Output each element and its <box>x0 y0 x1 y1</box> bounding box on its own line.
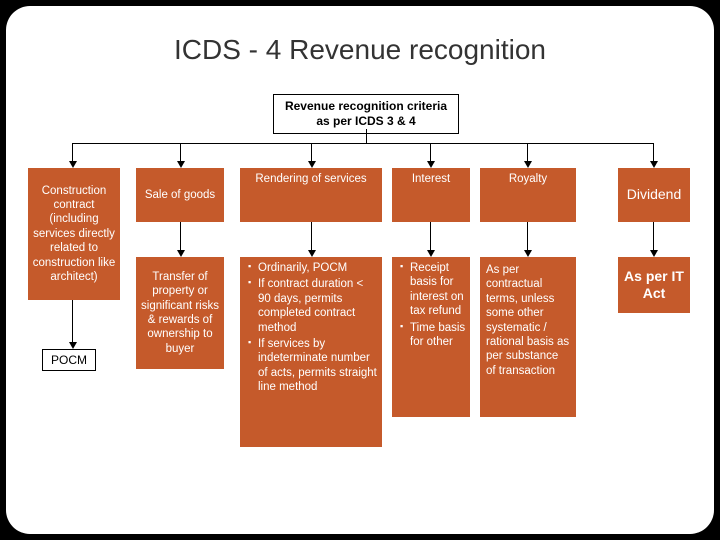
connector <box>311 143 312 163</box>
col1-header-text: Construction contract (including service… <box>32 184 116 285</box>
page-title: ICDS - 4 Revenue recognition <box>6 6 714 80</box>
arrow-icon <box>69 161 77 168</box>
list-item: If contract duration < 90 days, permits … <box>248 277 378 335</box>
connector <box>653 143 654 163</box>
col6-header-text: Dividend <box>627 186 681 204</box>
col6-header: Dividend <box>618 168 690 222</box>
col4-header: Interest <box>392 168 470 222</box>
arrow-icon <box>427 250 435 257</box>
connector <box>311 222 312 252</box>
col6-detail: As per IT Act <box>618 257 690 313</box>
connector <box>366 129 367 143</box>
connector <box>653 222 654 252</box>
col2-header: Sale of goods <box>136 168 224 222</box>
list-item: Ordinarily, POCM <box>248 261 378 275</box>
arrow-icon <box>69 342 77 349</box>
arrow-icon <box>308 250 316 257</box>
connector <box>527 143 528 163</box>
arrow-icon <box>650 161 658 168</box>
arrow-icon <box>650 250 658 257</box>
list-item: If services by indeterminate number of a… <box>248 337 378 395</box>
connector <box>180 143 181 163</box>
connector <box>180 222 181 252</box>
connector <box>430 143 431 163</box>
arrow-icon <box>177 250 185 257</box>
list-item: Time basis for other <box>400 321 466 350</box>
connector <box>72 300 73 344</box>
arrow-icon <box>308 161 316 168</box>
col4-header-text: Interest <box>412 172 450 186</box>
col5-detail: As per contractual terms, unless some ot… <box>480 257 576 417</box>
col4-detail: Receipt basis for interest on tax refund… <box>392 257 470 417</box>
col5-header-text: Royalty <box>509 172 547 186</box>
arrow-icon <box>177 161 185 168</box>
col3-header-text: Rendering of services <box>255 172 366 186</box>
slide: ICDS - 4 Revenue recognition Revenue rec… <box>6 6 714 534</box>
col3-list: Ordinarily, POCM If contract duration < … <box>244 261 378 396</box>
root-box: Revenue recognition criteria as per ICDS… <box>273 94 459 134</box>
col3-header: Rendering of services <box>240 168 382 222</box>
arrow-icon <box>524 161 532 168</box>
connector <box>72 143 73 163</box>
col5-header: Royalty <box>480 168 576 222</box>
col2-header-text: Sale of goods <box>145 188 215 202</box>
col6-detail-text: As per IT Act <box>622 268 686 303</box>
arrow-icon <box>427 161 435 168</box>
connector <box>72 143 653 144</box>
col1-header: Construction contract (including service… <box>28 168 120 300</box>
col5-detail-text: As per contractual terms, unless some ot… <box>486 263 570 378</box>
col3-detail: Ordinarily, POCM If contract duration < … <box>240 257 382 447</box>
arrow-icon <box>524 250 532 257</box>
col2-detail: Transfer of property or significant risk… <box>136 257 224 369</box>
col2-detail-text: Transfer of property or significant risk… <box>140 270 220 356</box>
pocm-box: POCM <box>42 349 96 371</box>
col4-list: Receipt basis for interest on tax refund… <box>396 261 466 351</box>
connector <box>430 222 431 252</box>
list-item: Receipt basis for interest on tax refund <box>400 261 466 319</box>
connector <box>527 222 528 252</box>
